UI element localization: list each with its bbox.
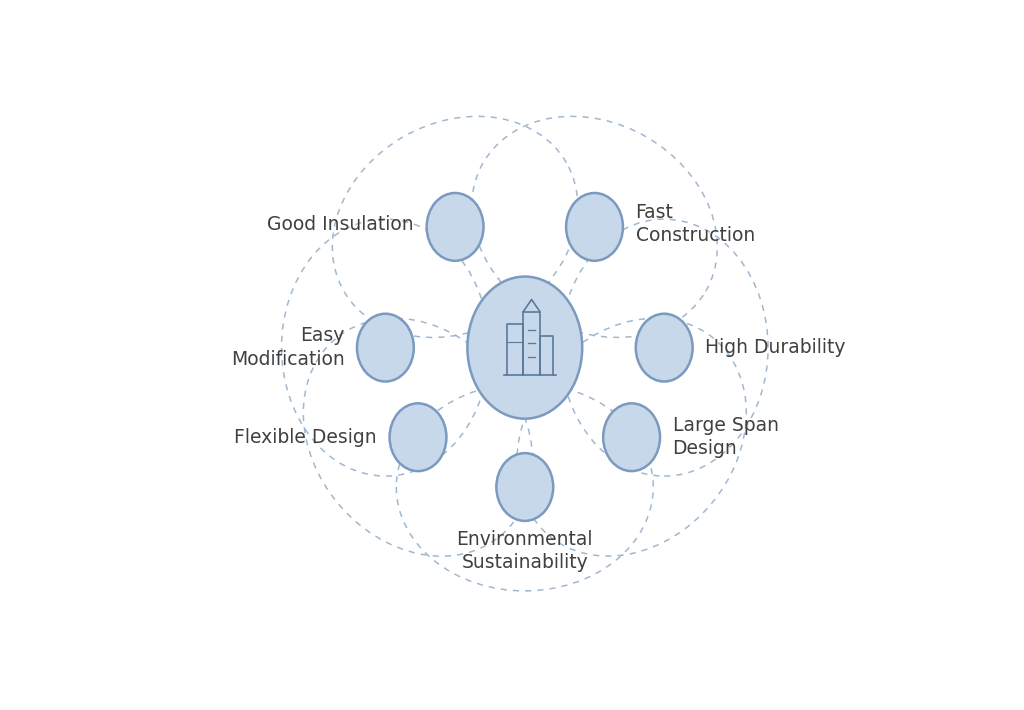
Text: Easy
Modification: Easy Modification xyxy=(230,327,344,369)
Ellipse shape xyxy=(467,276,583,419)
Ellipse shape xyxy=(497,453,553,521)
Ellipse shape xyxy=(636,314,692,381)
Text: High Durability: High Durability xyxy=(706,338,846,357)
Ellipse shape xyxy=(357,314,414,381)
Ellipse shape xyxy=(389,403,446,471)
Text: Large Span
Design: Large Span Design xyxy=(673,416,778,459)
Ellipse shape xyxy=(603,403,660,471)
Ellipse shape xyxy=(427,193,483,261)
Text: Flexible Design: Flexible Design xyxy=(234,427,377,447)
Text: Good Insulation: Good Insulation xyxy=(267,214,414,234)
Text: Fast
Construction: Fast Construction xyxy=(636,203,755,246)
Ellipse shape xyxy=(566,193,623,261)
Text: Environmental
Sustainability: Environmental Sustainability xyxy=(457,530,593,572)
